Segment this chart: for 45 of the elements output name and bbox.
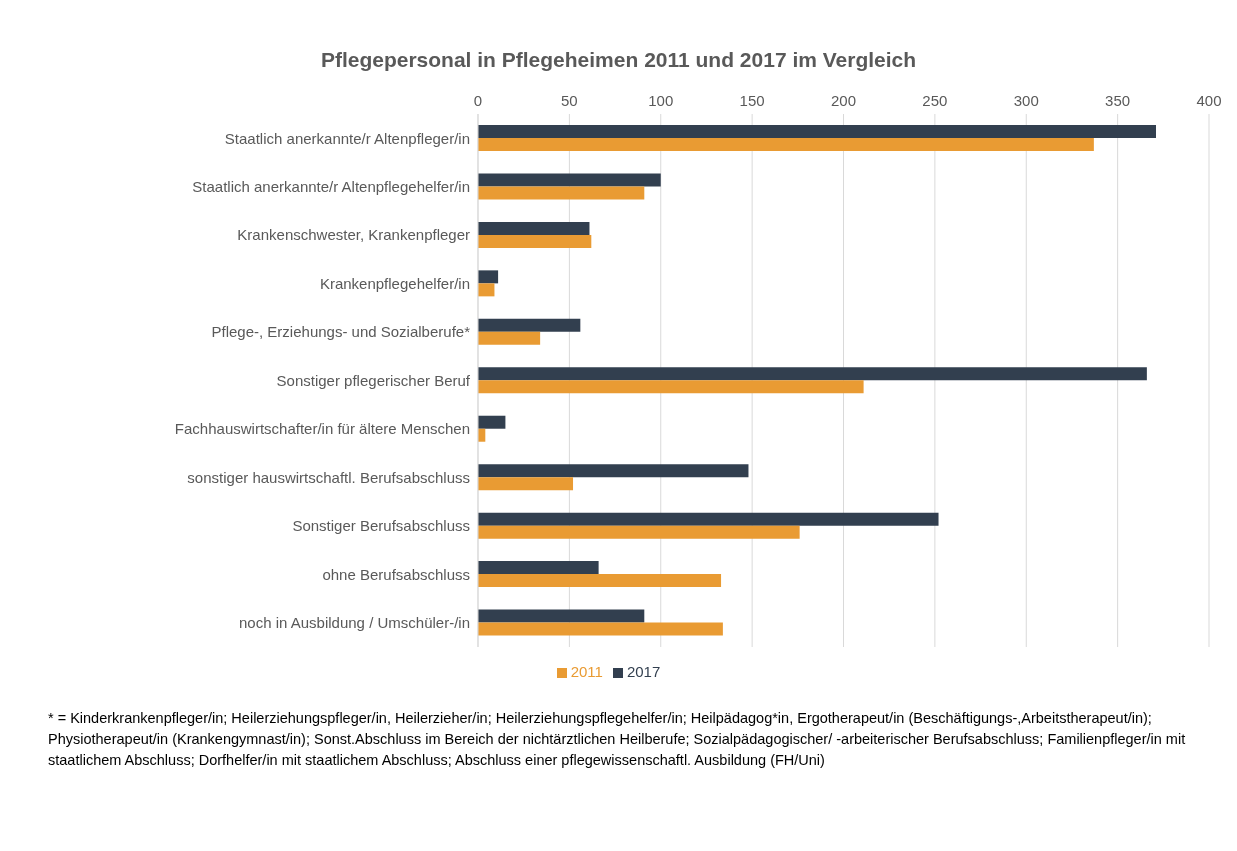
legend-label: 2011	[570, 663, 603, 680]
chart-title: Pflegepersonal in Pflegeheimen 2011 und 2017 im Vergleich	[319, 47, 918, 73]
y-tick-label: Krankenpflegehelfer/in	[319, 274, 470, 292]
x-tick-label: 300	[1013, 92, 1039, 109]
x-tick-label: 0	[473, 92, 483, 109]
y-tick-label: Pflege-, Erziehungs- und Sozialberufe*	[211, 323, 471, 341]
bar	[478, 367, 1147, 381]
bar	[478, 574, 722, 588]
bar	[478, 234, 592, 248]
bar	[478, 318, 581, 332]
bar	[478, 270, 499, 284]
y-tick-label: sonstiger hauswirtschaftl. Berufsabschluss	[187, 468, 470, 486]
bar	[478, 380, 864, 394]
y-tick-label: Staatlich anerkannte/r Altenpfleger/in	[224, 129, 470, 147]
bar	[478, 561, 599, 575]
y-tick-label: Staatlich anerkannte/r Altenpflegehelfer/in	[192, 178, 470, 196]
bar	[478, 512, 939, 526]
y-tick-label: Sonstiger pflegerischer Beruf	[276, 371, 471, 389]
bar	[478, 125, 1156, 138]
x-tick-label: 250	[922, 92, 948, 109]
bar	[478, 221, 590, 235]
bar	[478, 415, 506, 429]
bar	[478, 609, 645, 623]
bar	[478, 138, 1094, 151]
bar	[478, 331, 541, 345]
x-tick-label: 150	[739, 92, 765, 109]
x-tick-label: 100	[648, 92, 674, 109]
y-tick-label: Krankenschwester, Krankenpfleger	[237, 226, 470, 244]
y-tick-label: Fachhauswirtschafter/in für ältere Menschen	[174, 420, 470, 438]
y-tick-label: Sonstiger Berufsabschluss	[292, 517, 470, 535]
bar	[478, 173, 661, 187]
x-tick-label: 200	[830, 92, 857, 109]
y-tick-label: ohne Berufsabschluss	[322, 565, 470, 583]
bar	[478, 622, 723, 636]
bar	[478, 525, 800, 539]
legend-label: 2017	[626, 663, 661, 680]
bar	[478, 283, 495, 297]
bar	[478, 477, 574, 491]
text: * = Kinderkrankenpfleger/in; Heilerziehungspfleger/in, Heilerzieher/in; Heilerziehungspflegehelfer/in; Heilpädagog*in, Ergotherapeut/in (Beschäftigungs-,Arbeitstherapeut/in); Physiotherapeut/in (Krankengymnast/in); Sonst.Abschluss im Bereich der nichtärztlichen Heilberufe; Sozialpädagogischer/ -arbeiterischer Berufsabschluss; Familienpfleger/in mit staatlichem Abschluss; Dorfhelfer/in mit staatlichem Abschluss; Abschluss einer pflegewissenschaftl. Ausbildung (FH/Uni)	[48, 709, 1187, 770]
y-tick-label: noch in Ausbildung / Umschüler-/in	[239, 614, 470, 632]
x-tick-label: 400	[1196, 92, 1222, 109]
bar	[478, 186, 645, 200]
bar	[478, 464, 749, 478]
x-tick-label: 50	[561, 92, 578, 109]
x-tick-label: 350	[1105, 92, 1131, 109]
